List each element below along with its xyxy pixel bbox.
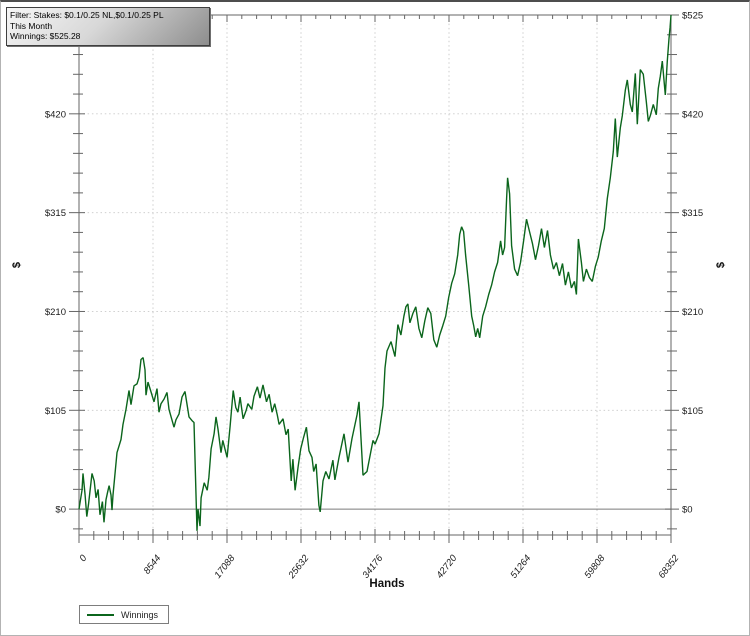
filter-period-text: This Month: [10, 20, 53, 31]
svg-text:51264: 51264: [508, 553, 533, 581]
filter-winnings-text: Winnings: $525.28: [10, 31, 81, 41]
svg-text:$315: $315: [682, 208, 703, 219]
svg-text:$0: $0: [55, 505, 66, 516]
y-axis-title-left: $: [11, 261, 24, 269]
svg-text:$420: $420: [682, 109, 703, 120]
svg-text:$105: $105: [45, 406, 66, 417]
svg-text:$105: $105: [682, 406, 703, 417]
svg-text:8544: 8544: [142, 553, 164, 576]
svg-text:$210: $210: [45, 307, 66, 318]
svg-text:17088: 17088: [212, 553, 237, 581]
svg-text:$0: $0: [682, 505, 693, 516]
legend-label: Winnings: [121, 609, 159, 620]
svg-text:$420: $420: [45, 109, 66, 120]
svg-text:$525: $525: [682, 11, 703, 22]
svg-text:34176: 34176: [360, 553, 385, 581]
filter-stakes-text: Filter: Stakes: $0.1/0.25 NL,$0.1/0.25 P…: [10, 10, 164, 20]
filter-info-box: Filter: Stakes: $0.1/0.25 NL,$0.1/0.25 P…: [6, 7, 210, 46]
legend: Winnings: [79, 605, 169, 624]
svg-text:68352: 68352: [656, 553, 681, 581]
svg-text:$210: $210: [682, 307, 703, 318]
svg-text:42720: 42720: [434, 553, 459, 581]
y-axis-title-right: $: [715, 261, 728, 269]
x-axis-title: Hands: [369, 578, 405, 590]
legend-line-sample: [87, 613, 114, 616]
svg-text:59808: 59808: [582, 553, 607, 581]
svg-text:0: 0: [77, 553, 89, 565]
svg-text:$315: $315: [45, 208, 66, 219]
